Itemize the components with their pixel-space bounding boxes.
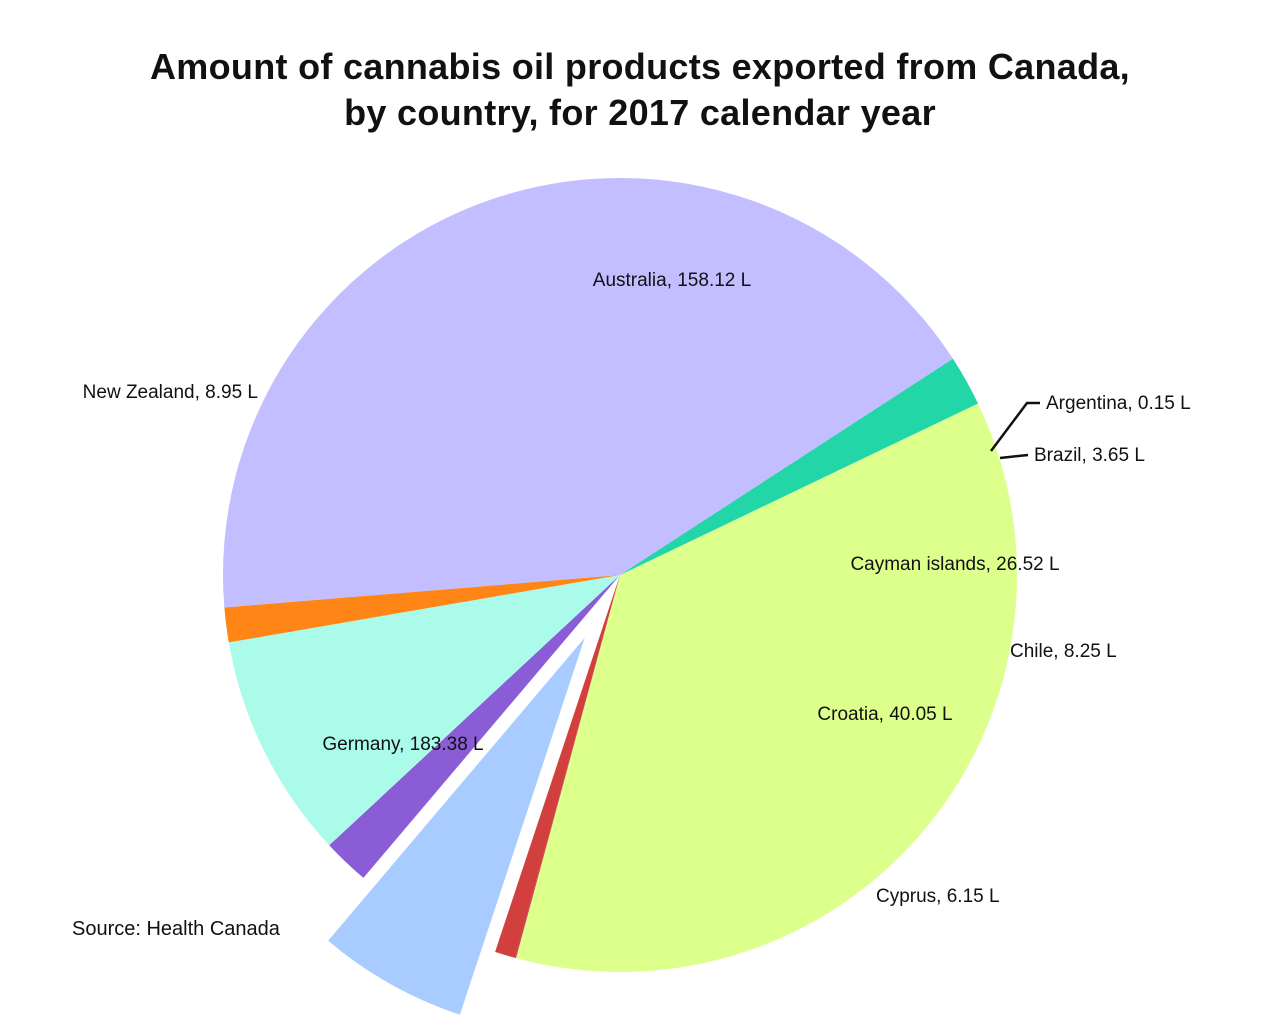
chart-title-line-1: Amount of cannabis oil products exported… bbox=[150, 46, 1130, 87]
slice-label-brazil: Brazil, 3.65 L bbox=[1034, 445, 1145, 466]
slice-label-chile: Chile, 8.25 L bbox=[1010, 641, 1117, 662]
slice-label-germany: Germany, 183.38 L bbox=[322, 734, 483, 755]
slice-label-cayman-islands: Cayman islands, 26.52 L bbox=[850, 554, 1059, 575]
slice-label-australia: Australia, 158.12 L bbox=[593, 270, 751, 291]
leader-lines bbox=[990, 401, 1040, 460]
leader-line-brazil bbox=[999, 453, 1029, 460]
pie-slice-chile bbox=[329, 575, 620, 878]
chart-title: Amount of cannabis oil products exported… bbox=[0, 44, 1280, 136]
pie-slice-cyprus bbox=[224, 575, 620, 643]
source-note: Source: Health Canada bbox=[72, 918, 280, 940]
leader-line-argentina bbox=[990, 401, 1040, 452]
pie-slice-brazil bbox=[495, 575, 620, 958]
slice-label-croatia: Croatia, 40.05 L bbox=[817, 704, 952, 725]
pie-slice-cayman-islands bbox=[328, 637, 585, 1015]
slice-label-new-zealand: New Zealand, 8.95 L bbox=[83, 382, 258, 403]
slice-label-cyprus: Cyprus, 6.15 L bbox=[876, 886, 1000, 907]
slice-label-argentina: Argentina, 0.15 L bbox=[1046, 393, 1191, 414]
pie-slice-australia bbox=[515, 403, 1018, 973]
pie-slices bbox=[223, 178, 1018, 1015]
pie-slice-croatia bbox=[228, 575, 620, 846]
chart-title-line-2: by country, for 2017 calendar year bbox=[344, 92, 936, 133]
slice-labels: Australia, 158.12 L Argentina, 0.15 L Braz… bbox=[83, 270, 1191, 907]
pie-slice-argentina bbox=[515, 575, 620, 959]
pie-slice-germany bbox=[223, 178, 953, 608]
pie-slice-new-zealand bbox=[620, 358, 979, 575]
